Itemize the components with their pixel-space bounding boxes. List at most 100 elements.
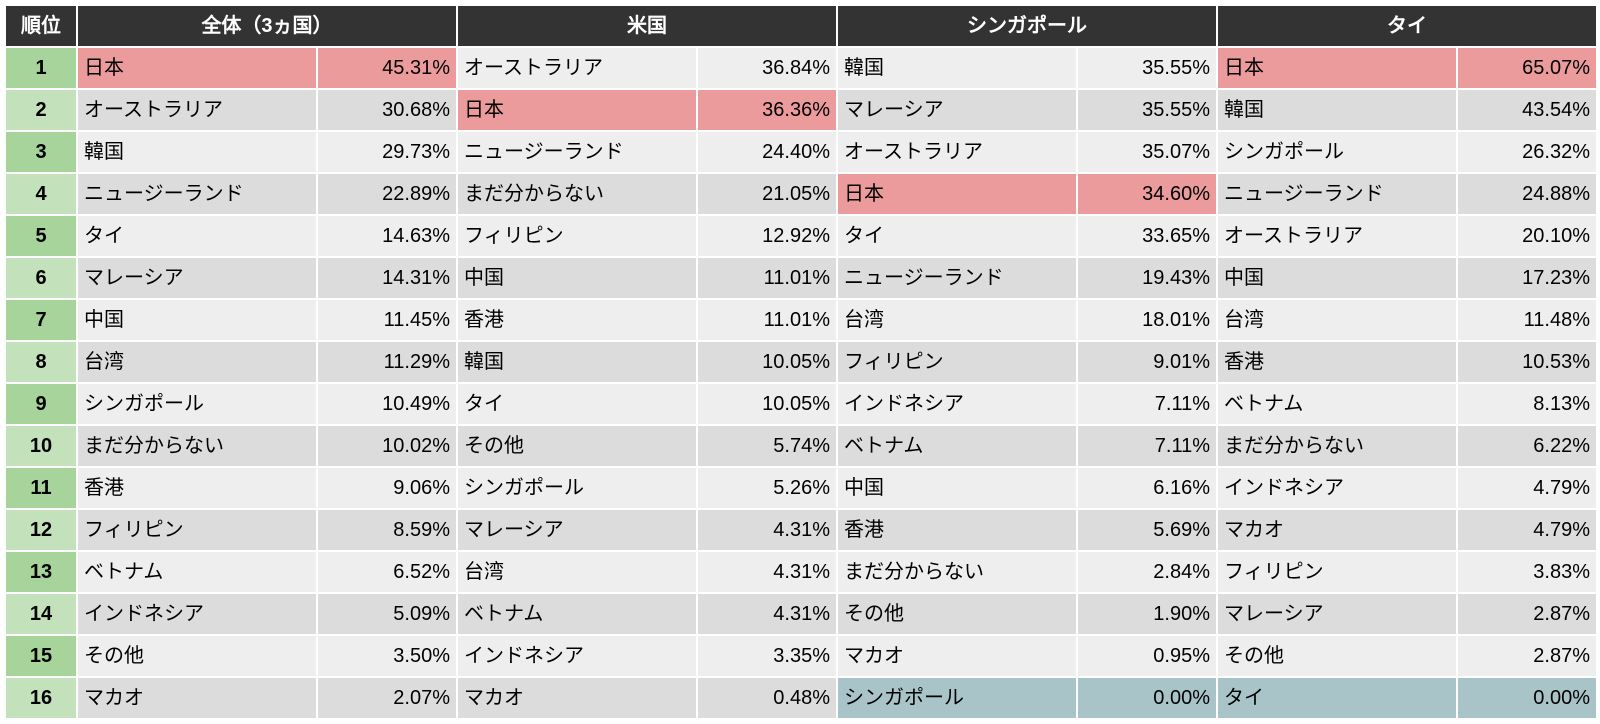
- rank-cell: 16: [5, 677, 77, 719]
- singapore-pct: 6.16%: [1077, 467, 1217, 509]
- table-row: 4ニュージーランド22.89%まだ分からない21.05%日本34.60%ニュージ…: [5, 173, 1597, 215]
- overall-label: タイ: [77, 215, 317, 257]
- header-usa: 米国: [457, 5, 837, 47]
- singapore-pct: 0.95%: [1077, 635, 1217, 677]
- table-row: 16マカオ2.07%マカオ0.48%シンガポール0.00%タイ0.00%: [5, 677, 1597, 719]
- singapore-label: 中国: [837, 467, 1077, 509]
- rank-cell: 14: [5, 593, 77, 635]
- overall-pct: 45.31%: [317, 47, 457, 89]
- thailand-pct: 17.23%: [1457, 257, 1597, 299]
- table-row: 5タイ14.63%フィリピン12.92%タイ33.65%オーストラリア20.10…: [5, 215, 1597, 257]
- overall-pct: 14.63%: [317, 215, 457, 257]
- singapore-label: 台湾: [837, 299, 1077, 341]
- singapore-pct: 18.01%: [1077, 299, 1217, 341]
- usa-pct: 10.05%: [697, 341, 837, 383]
- overall-label: シンガポール: [77, 383, 317, 425]
- rank-cell: 13: [5, 551, 77, 593]
- rank-cell: 12: [5, 509, 77, 551]
- overall-pct: 10.49%: [317, 383, 457, 425]
- singapore-pct: 35.55%: [1077, 89, 1217, 131]
- table-row: 1日本45.31%オーストラリア36.84%韓国35.55%日本65.07%: [5, 47, 1597, 89]
- table-row: 10まだ分からない10.02%その他5.74%ベトナム7.11%まだ分からない6…: [5, 425, 1597, 467]
- singapore-label: まだ分からない: [837, 551, 1077, 593]
- overall-pct: 30.68%: [317, 89, 457, 131]
- usa-pct: 21.05%: [697, 173, 837, 215]
- rank-cell: 9: [5, 383, 77, 425]
- usa-label: インドネシア: [457, 635, 697, 677]
- singapore-label: 韓国: [837, 47, 1077, 89]
- overall-label: その他: [77, 635, 317, 677]
- thailand-label: ベトナム: [1217, 383, 1457, 425]
- overall-label: インドネシア: [77, 593, 317, 635]
- usa-pct: 10.05%: [697, 383, 837, 425]
- singapore-pct: 7.11%: [1077, 425, 1217, 467]
- rank-cell: 2: [5, 89, 77, 131]
- rank-cell: 6: [5, 257, 77, 299]
- overall-label: 台湾: [77, 341, 317, 383]
- singapore-pct: 19.43%: [1077, 257, 1217, 299]
- thailand-pct: 8.13%: [1457, 383, 1597, 425]
- usa-pct: 4.31%: [697, 593, 837, 635]
- singapore-label: インドネシア: [837, 383, 1077, 425]
- header-row: 順位 全体（3ヵ国） 米国 シンガポール タイ: [5, 5, 1597, 47]
- usa-pct: 4.31%: [697, 551, 837, 593]
- table-row: 6マレーシア14.31%中国11.01%ニュージーランド19.43%中国17.2…: [5, 257, 1597, 299]
- usa-label: オーストラリア: [457, 47, 697, 89]
- usa-label: まだ分からない: [457, 173, 697, 215]
- overall-label: フィリピン: [77, 509, 317, 551]
- overall-pct: 22.89%: [317, 173, 457, 215]
- usa-pct: 12.92%: [697, 215, 837, 257]
- table-row: 13ベトナム6.52%台湾4.31%まだ分からない2.84%フィリピン3.83%: [5, 551, 1597, 593]
- rank-cell: 1: [5, 47, 77, 89]
- usa-label: シンガポール: [457, 467, 697, 509]
- singapore-pct: 2.84%: [1077, 551, 1217, 593]
- usa-label: 日本: [457, 89, 697, 131]
- usa-label: マレーシア: [457, 509, 697, 551]
- header-rank: 順位: [5, 5, 77, 47]
- ranking-table: 順位 全体（3ヵ国） 米国 シンガポール タイ 1日本45.31%オーストラリア…: [4, 4, 1598, 720]
- singapore-label: その他: [837, 593, 1077, 635]
- rank-cell: 3: [5, 131, 77, 173]
- usa-pct: 11.01%: [697, 299, 837, 341]
- overall-pct: 11.45%: [317, 299, 457, 341]
- thailand-pct: 65.07%: [1457, 47, 1597, 89]
- thailand-label: オーストラリア: [1217, 215, 1457, 257]
- overall-pct: 6.52%: [317, 551, 457, 593]
- singapore-label: ニュージーランド: [837, 257, 1077, 299]
- singapore-label: タイ: [837, 215, 1077, 257]
- overall-label: 韓国: [77, 131, 317, 173]
- singapore-pct: 0.00%: [1077, 677, 1217, 719]
- thailand-label: 日本: [1217, 47, 1457, 89]
- thailand-label: フィリピン: [1217, 551, 1457, 593]
- thailand-label: 中国: [1217, 257, 1457, 299]
- overall-label: まだ分からない: [77, 425, 317, 467]
- usa-pct: 5.74%: [697, 425, 837, 467]
- usa-label: ニュージーランド: [457, 131, 697, 173]
- thailand-pct: 24.88%: [1457, 173, 1597, 215]
- singapore-pct: 9.01%: [1077, 341, 1217, 383]
- thailand-pct: 10.53%: [1457, 341, 1597, 383]
- header-singapore: シンガポール: [837, 5, 1217, 47]
- thailand-pct: 6.22%: [1457, 425, 1597, 467]
- usa-label: マカオ: [457, 677, 697, 719]
- usa-label: その他: [457, 425, 697, 467]
- overall-pct: 14.31%: [317, 257, 457, 299]
- overall-label: 香港: [77, 467, 317, 509]
- thailand-label: 韓国: [1217, 89, 1457, 131]
- usa-pct: 11.01%: [697, 257, 837, 299]
- usa-label: 香港: [457, 299, 697, 341]
- singapore-label: フィリピン: [837, 341, 1077, 383]
- usa-label: フィリピン: [457, 215, 697, 257]
- table-row: 12フィリピン8.59%マレーシア4.31%香港5.69%マカオ4.79%: [5, 509, 1597, 551]
- singapore-label: オーストラリア: [837, 131, 1077, 173]
- singapore-pct: 5.69%: [1077, 509, 1217, 551]
- usa-pct: 3.35%: [697, 635, 837, 677]
- thailand-label: マレーシア: [1217, 593, 1457, 635]
- overall-pct: 5.09%: [317, 593, 457, 635]
- singapore-label: ベトナム: [837, 425, 1077, 467]
- thailand-pct: 4.79%: [1457, 467, 1597, 509]
- table-row: 9シンガポール10.49%タイ10.05%インドネシア7.11%ベトナム8.13…: [5, 383, 1597, 425]
- overall-label: ベトナム: [77, 551, 317, 593]
- overall-label: オーストラリア: [77, 89, 317, 131]
- singapore-label: 日本: [837, 173, 1077, 215]
